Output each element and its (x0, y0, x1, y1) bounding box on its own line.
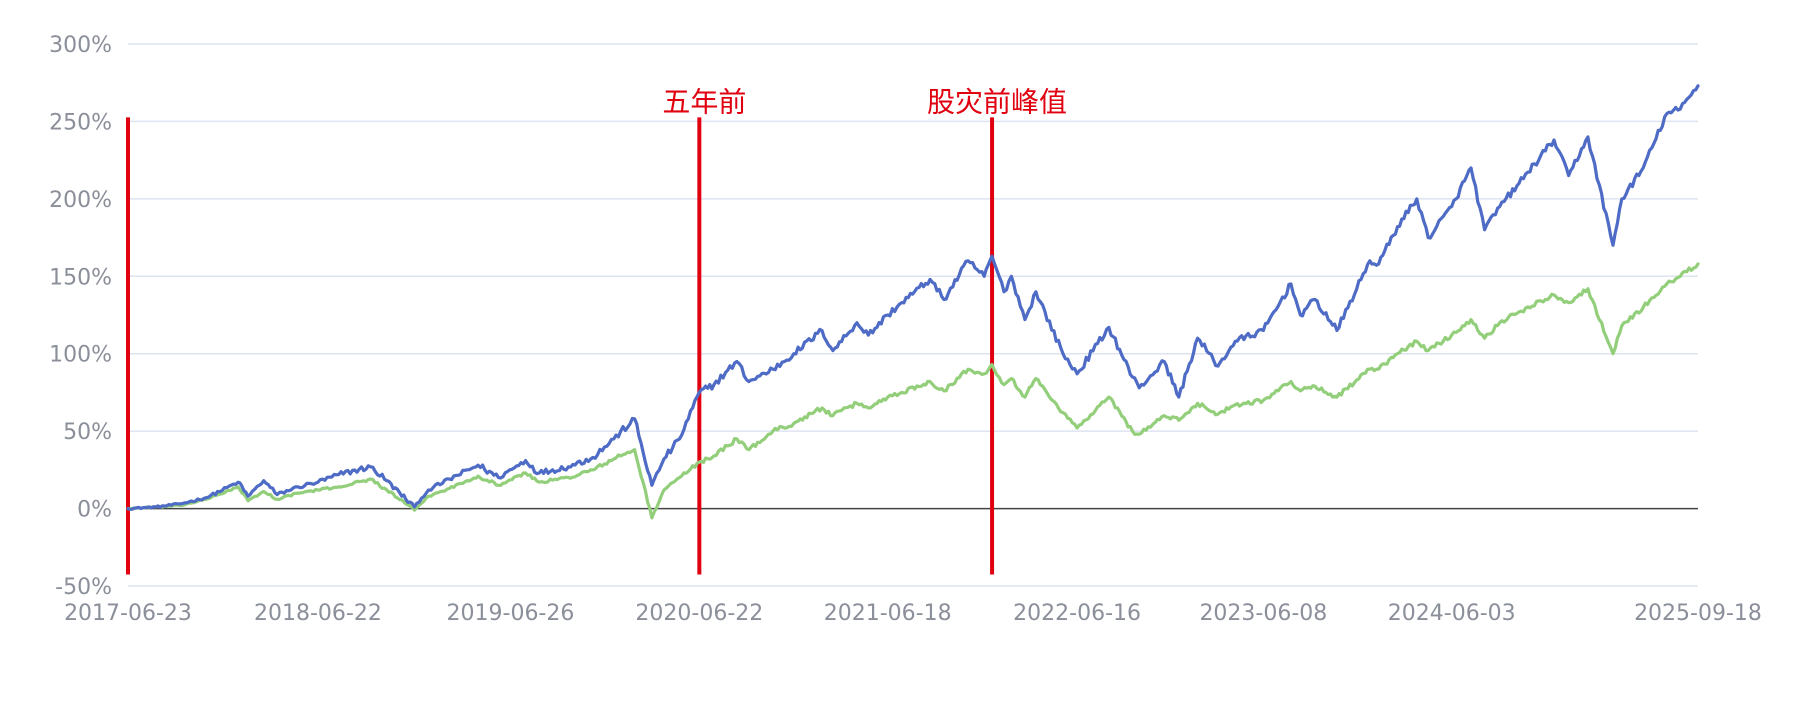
x-tick-label: 2024-06-03 (1388, 601, 1516, 626)
y-axis-ticks: -50% 0% 50% 100% 150% 200% 250% 300% (49, 33, 112, 600)
x-tick-label: 2017-06-23 (64, 601, 192, 626)
y-tick-label: 300% (49, 33, 112, 58)
y-tick-label: 250% (49, 110, 112, 135)
x-tick-label: 2020-06-22 (635, 601, 763, 626)
y-tick-label: 50% (63, 420, 112, 445)
y-tick-label: 0% (77, 498, 112, 523)
x-tick-label: 2022-06-16 (1013, 601, 1141, 626)
series-layer (126, 84, 1700, 520)
x-tick-label: 2019-06-26 (447, 601, 575, 626)
y-tick-label: 100% (49, 343, 112, 368)
x-axis-ticks: 2017-06-23 2018-06-22 2019-06-26 2020-06-22… (64, 601, 1762, 626)
annotation-label: 五年前 (662, 85, 746, 118)
y-tick-label: 200% (49, 188, 112, 213)
annotation-labels: 五年前 股灾前峰值 (662, 85, 1067, 118)
grid-layer (128, 43, 1698, 587)
x-tick-label: 2018-06-22 (254, 601, 382, 626)
series-green-line (126, 262, 1700, 520)
x-tick-label: 2023-06-08 (1199, 601, 1327, 626)
y-tick-label: -50% (55, 575, 112, 600)
y-tick-label: 150% (49, 265, 112, 290)
series-blue-line (126, 84, 1700, 511)
annotation-layer (126, 117, 995, 575)
x-tick-label: 2025-09-18 (1634, 601, 1762, 626)
x-tick-label: 2021-06-18 (824, 601, 952, 626)
annotation-label: 股灾前峰值 (927, 85, 1067, 118)
